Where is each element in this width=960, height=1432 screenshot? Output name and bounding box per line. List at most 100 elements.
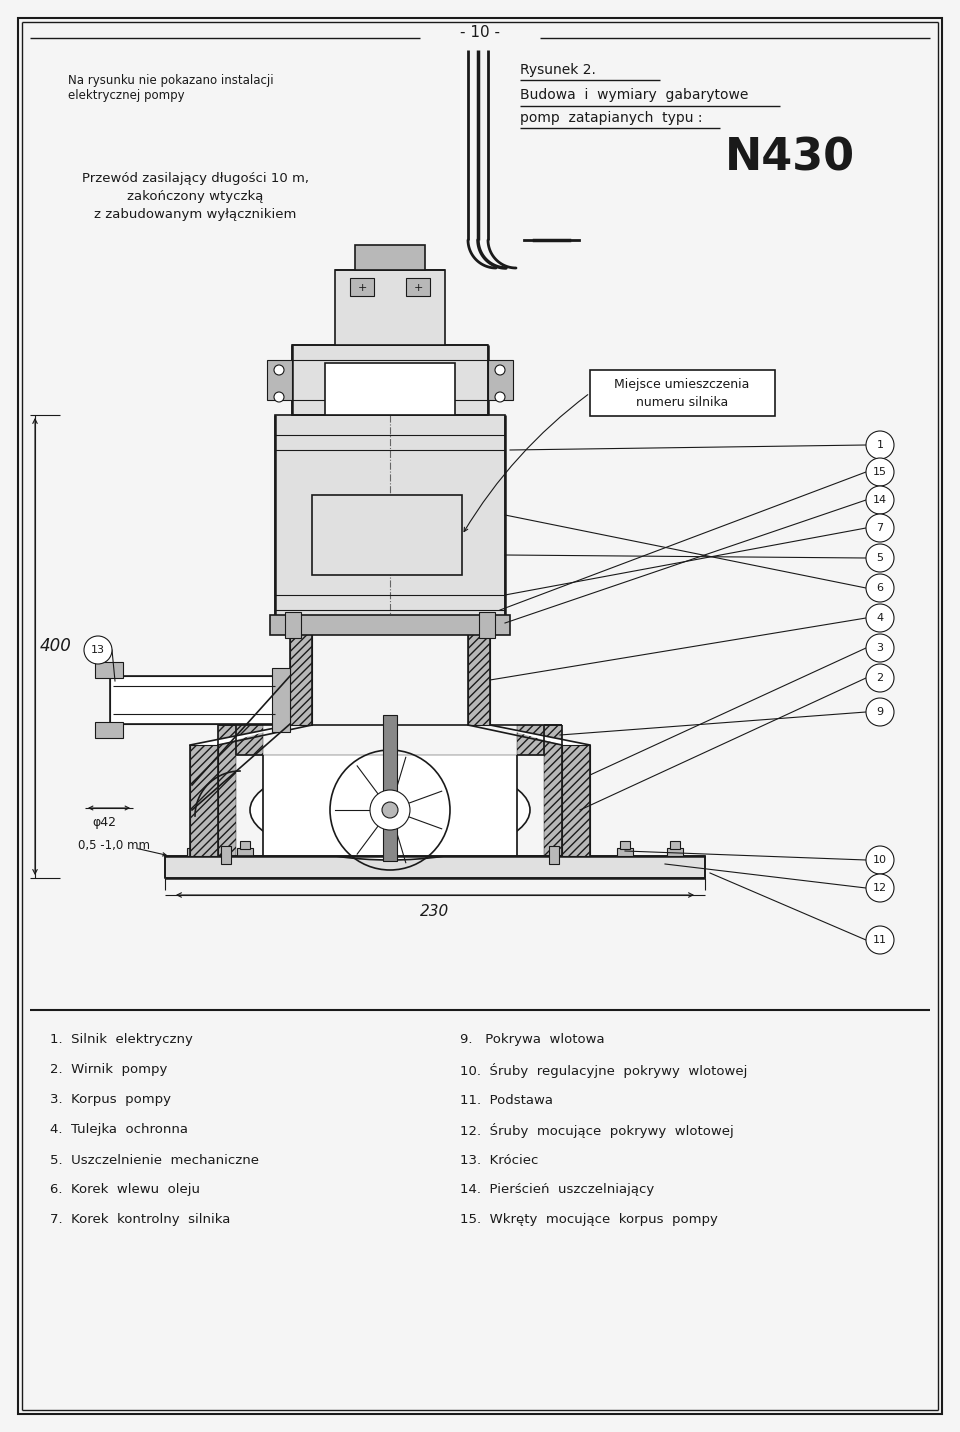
Bar <box>95 722 123 737</box>
Text: zakończony wtyczką: zakończony wtyczką <box>127 189 263 202</box>
Bar <box>190 745 218 856</box>
Circle shape <box>866 458 894 485</box>
Bar <box>590 369 775 417</box>
Circle shape <box>866 574 894 601</box>
Bar <box>221 846 231 863</box>
Text: pomp  zatapianych  typu :: pomp zatapianych typu : <box>520 112 703 125</box>
Bar <box>312 495 462 576</box>
Text: numeru silnika: numeru silnika <box>636 395 728 408</box>
Circle shape <box>866 664 894 692</box>
Circle shape <box>866 927 894 954</box>
Circle shape <box>866 431 894 460</box>
Polygon shape <box>190 725 290 745</box>
Text: N430: N430 <box>725 136 855 179</box>
Text: 0,5 -1,0 mm: 0,5 -1,0 mm <box>78 839 150 852</box>
Bar <box>617 848 633 856</box>
Text: 2.  Wirnik  pompy: 2. Wirnik pompy <box>50 1064 167 1077</box>
Text: 15.  Wkręty  mocujące  korpus  pompy: 15. Wkręty mocujące korpus pompy <box>460 1213 718 1226</box>
Text: 15: 15 <box>873 467 887 477</box>
Text: 3: 3 <box>876 643 883 653</box>
Text: Przewód zasilający długości 10 m,: Przewód zasilający długości 10 m, <box>82 172 308 185</box>
Bar <box>236 725 263 755</box>
Circle shape <box>274 392 284 402</box>
Text: +: + <box>357 284 367 294</box>
Text: - 10 -: - 10 - <box>460 24 500 40</box>
Bar <box>468 630 490 725</box>
Bar <box>190 841 200 849</box>
Bar <box>290 630 312 725</box>
Text: 1: 1 <box>876 440 883 450</box>
Text: 5.  Uszczelnienie  mechaniczne: 5. Uszczelnienie mechaniczne <box>50 1154 259 1167</box>
Bar <box>263 755 517 856</box>
Text: 9.   Pokrywa  wlotowa: 9. Pokrywa wlotowa <box>460 1034 605 1047</box>
Bar <box>275 415 505 630</box>
Bar <box>549 846 559 863</box>
Bar <box>355 245 425 271</box>
Text: Budowa  i  wymiary  gabarytowe: Budowa i wymiary gabarytowe <box>520 87 749 102</box>
Bar <box>350 278 374 296</box>
Text: 11.  Podstawa: 11. Podstawa <box>460 1094 553 1107</box>
Circle shape <box>866 634 894 662</box>
Bar <box>165 856 705 878</box>
Text: 400: 400 <box>40 637 72 654</box>
Circle shape <box>866 544 894 571</box>
Text: 6.  Korek  wlewu  oleju: 6. Korek wlewu oleju <box>50 1183 200 1197</box>
Circle shape <box>274 365 284 375</box>
Bar <box>667 848 683 856</box>
Bar <box>292 345 488 415</box>
Text: 6: 6 <box>876 583 883 593</box>
Bar <box>187 848 203 856</box>
Text: 9: 9 <box>876 707 883 717</box>
Text: 2: 2 <box>876 673 883 683</box>
Ellipse shape <box>250 760 530 861</box>
Bar <box>479 611 495 639</box>
Text: +: + <box>414 284 422 294</box>
Circle shape <box>866 485 894 514</box>
Text: 10.  Śruby  regulacyjne  pokrywy  wlotowej: 10. Śruby regulacyjne pokrywy wlotowej <box>460 1063 748 1077</box>
Circle shape <box>84 636 112 664</box>
Text: 10: 10 <box>873 855 887 865</box>
Bar <box>325 362 455 415</box>
Text: 7.  Korek  kontrolny  silnika: 7. Korek kontrolny silnika <box>50 1213 230 1226</box>
Bar <box>110 676 275 725</box>
Bar <box>544 725 562 856</box>
Text: 14: 14 <box>873 495 887 505</box>
Text: 1.  Silnik  elektryczny: 1. Silnik elektryczny <box>50 1034 193 1047</box>
Text: 7: 7 <box>876 523 883 533</box>
Bar <box>562 745 590 856</box>
Bar <box>517 725 544 755</box>
Text: 13: 13 <box>91 644 105 654</box>
Bar <box>335 271 445 345</box>
Text: Rysunek 2.: Rysunek 2. <box>520 63 596 77</box>
Bar <box>620 841 630 849</box>
Bar <box>285 611 301 639</box>
Bar <box>670 841 680 849</box>
Text: 5: 5 <box>876 553 883 563</box>
Polygon shape <box>490 725 590 745</box>
Circle shape <box>866 604 894 632</box>
Bar <box>383 715 397 861</box>
Text: 13.  Króciec: 13. Króciec <box>460 1154 539 1167</box>
Bar <box>270 614 510 634</box>
Bar <box>488 359 513 400</box>
Text: Na rysunku nie pokazano instalacji: Na rysunku nie pokazano instalacji <box>68 73 274 86</box>
Bar <box>237 848 253 856</box>
Text: 230: 230 <box>420 904 449 918</box>
Text: elektrycznej pompy: elektrycznej pompy <box>68 89 184 102</box>
Text: 4: 4 <box>876 613 883 623</box>
Circle shape <box>495 392 505 402</box>
Text: 4.  Tulejka  ochronna: 4. Tulejka ochronna <box>50 1124 188 1137</box>
Circle shape <box>495 365 505 375</box>
Bar <box>272 667 290 732</box>
Bar <box>95 662 123 677</box>
Bar <box>406 278 430 296</box>
Circle shape <box>866 697 894 726</box>
Circle shape <box>382 802 398 818</box>
Text: Miejsce umieszczenia: Miejsce umieszczenia <box>614 378 750 391</box>
Circle shape <box>866 846 894 874</box>
Circle shape <box>866 874 894 902</box>
Text: z zabudowanym wyłącznikiem: z zabudowanym wyłącznikiem <box>94 208 297 221</box>
Text: 3.  Korpus  pompy: 3. Korpus pompy <box>50 1094 171 1107</box>
Bar <box>218 725 236 856</box>
Circle shape <box>370 790 410 831</box>
